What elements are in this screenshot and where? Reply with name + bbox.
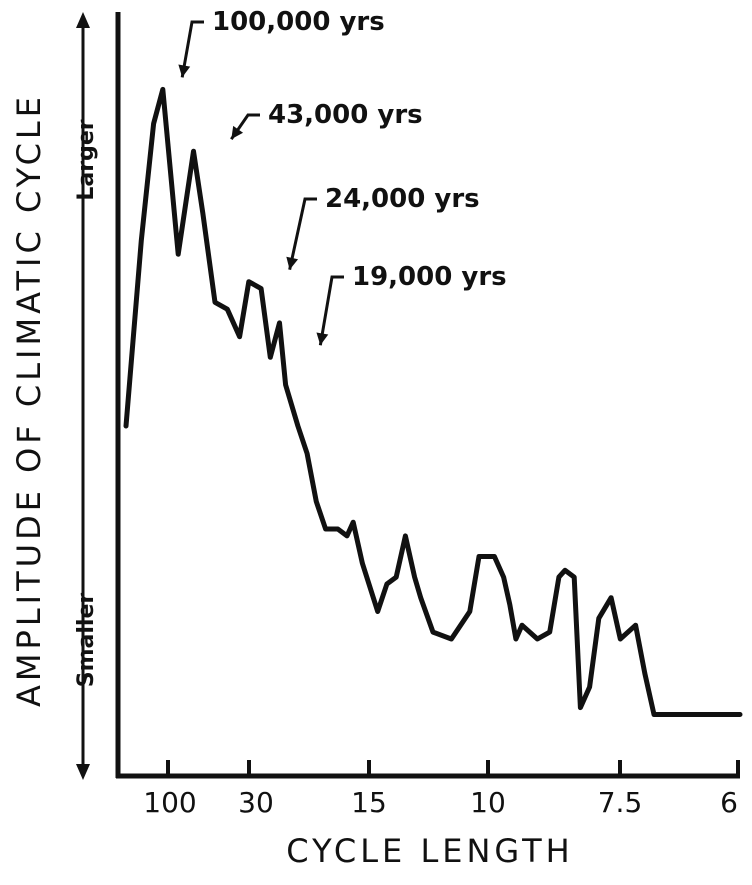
annotation-arrow-3 (318, 275, 344, 346)
y-arrow-up-head (76, 12, 90, 28)
annotation-arrow-0 (180, 20, 204, 78)
x-tick-label-2: 15 (351, 786, 387, 819)
annotation-arrow-2 (288, 197, 317, 271)
x-tick-labels: 100 30 15 10 7.5 6 (143, 786, 738, 819)
annotation-label-3: 19,000 yrs (352, 262, 507, 292)
annotation-arrowhead-0 (178, 64, 191, 78)
x-tick-label-4: 7.5 (598, 786, 643, 819)
annotation-label-2: 24,000 yrs (325, 184, 480, 214)
x-axis-title: CYCLE LENGTH (286, 832, 573, 870)
x-tick-label-3: 10 (470, 786, 506, 819)
x-tick-label-0: 100 (143, 786, 196, 819)
annotation-arrowhead-1 (231, 125, 244, 140)
annotations: 100,000 yrs 43,000 yrs 24,000 yrs 19,000 yr… (178, 7, 507, 346)
y-side-label-smaller: Smaller (74, 593, 99, 688)
x-tick-label-1: 30 (238, 786, 274, 819)
y-arrow-down-head (76, 764, 90, 780)
annotation-arrowhead-3 (316, 332, 329, 346)
series-line (123, 86, 743, 717)
annotation-arrowhead-2 (286, 256, 299, 270)
x-tick-label-5: 6 (720, 786, 738, 819)
y-side-label-larger: Larger (74, 119, 99, 200)
x-ticks (166, 760, 740, 776)
y-axis-title: AMPLITUDE OF CLIMATIC CYCLE (10, 93, 48, 707)
annotation-label-1: 43,000 yrs (268, 100, 423, 130)
annotation-label-0: 100,000 yrs (212, 7, 385, 37)
